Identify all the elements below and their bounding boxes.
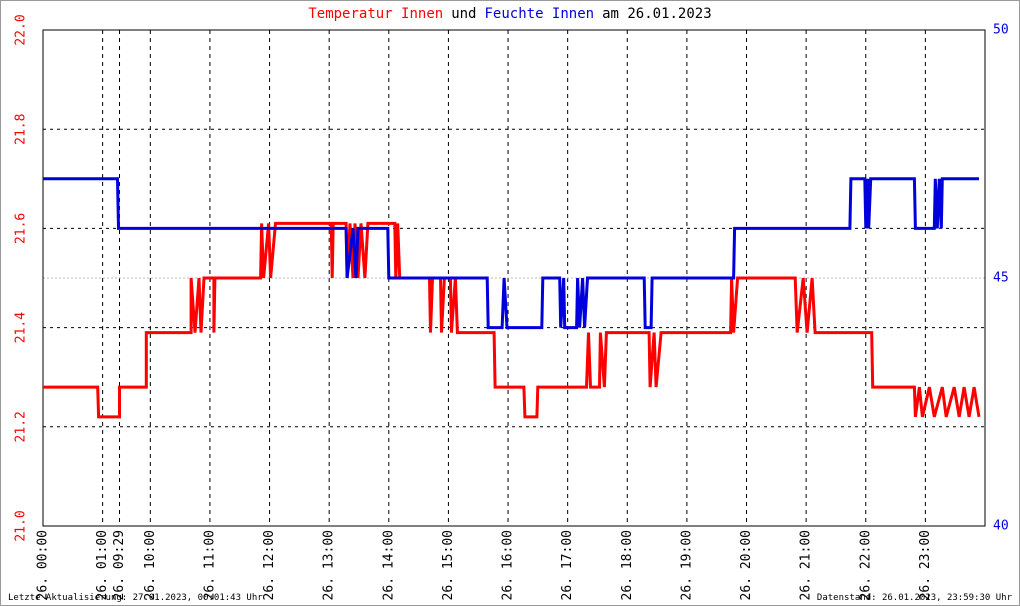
x-tick-label: 26. 12:00: [262, 530, 277, 600]
x-tick-label: 26. 09:29: [112, 530, 127, 600]
y2-tick-label: 45: [993, 271, 1009, 286]
y2-tick-label: 40: [993, 519, 1009, 534]
title-series-2: Feuchte Innen: [485, 6, 595, 22]
y2-tick-label: 50: [993, 23, 1009, 38]
x-tick-label: 26. 10:00: [143, 530, 158, 600]
y-tick-label: 21.6: [14, 213, 29, 244]
x-tick-label: 26. 00:00: [36, 530, 51, 600]
x-tick-label: 26. 20:00: [739, 530, 754, 600]
y-tick-label: 21.2: [14, 411, 29, 442]
x-tick-label: 26. 14:00: [381, 530, 396, 600]
x-tick-label: 26. 18:00: [620, 530, 635, 600]
plot-border: [42, 29, 986, 527]
x-tick-label: 26. 17:00: [560, 530, 575, 600]
x-tick-label: 26. 22:00: [858, 530, 873, 600]
x-tick-label: 26. 21:00: [799, 530, 814, 600]
y-tick-label: 21.8: [14, 114, 29, 145]
x-tick-label: 26. 15:00: [441, 530, 456, 600]
y-tick-label: 22.0: [14, 14, 29, 45]
x-tick-label: 26. 11:00: [202, 530, 217, 600]
footer-right: Datenstand: 26.01.2023, 23:59:30 Uhr: [817, 593, 1013, 603]
footer-left: Letzte Aktualisierung: 27.01.2023, 00:01…: [8, 593, 263, 603]
title-series-1: Temperatur Innen: [308, 6, 443, 22]
x-tick-label: 26. 13:00: [322, 530, 337, 600]
chart-title: Temperatur Innen und Feuchte Innen am 26.01…: [308, 6, 711, 22]
series-line: [43, 177, 979, 330]
y-tick-label: 21.4: [14, 312, 29, 343]
series-line: [43, 221, 981, 419]
x-tick-label: 26. 23:00: [918, 530, 933, 600]
title-connector: und: [451, 6, 476, 22]
y-tick-label: 21.0: [14, 510, 29, 541]
x-tick-label: 26. 16:00: [501, 530, 516, 600]
x-tick-label: 26. 01:00: [95, 530, 110, 600]
title-date: am 26.01.2023: [602, 6, 712, 22]
x-tick-label: 26. 19:00: [679, 530, 694, 600]
